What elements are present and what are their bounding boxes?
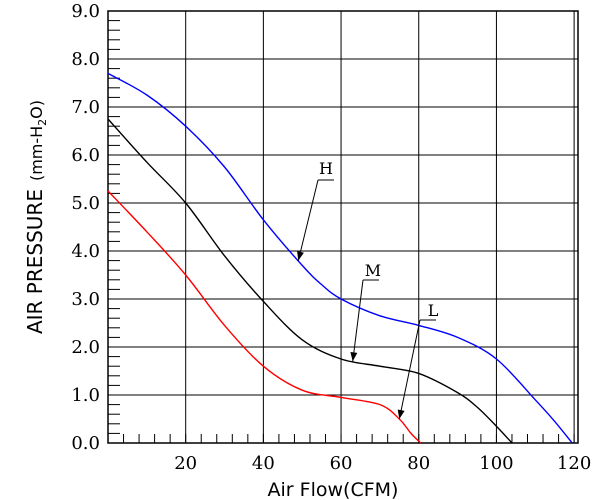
- x-tick-label: 80: [407, 453, 430, 474]
- annotation-label-h: H: [319, 159, 333, 178]
- plot-frame: [107, 10, 579, 444]
- annotation-label-l: L: [428, 301, 439, 320]
- annotation-arrowhead-m: [350, 352, 358, 362]
- grid: [107, 10, 579, 444]
- annotation-arrowhead-h: [297, 251, 304, 261]
- annotation-label-m: M: [365, 261, 381, 280]
- series-line-h: [107, 72, 573, 444]
- y-tick-label: 6.0: [71, 145, 100, 166]
- y-tick-label: 7.0: [71, 97, 100, 118]
- x-tick-label: 120: [557, 453, 591, 474]
- annotation-leader-m: [352, 279, 364, 362]
- y-tick-label: 4.0: [71, 241, 100, 262]
- x-tick-label: 100: [479, 453, 513, 474]
- x-tick-label: 60: [330, 453, 353, 474]
- x-axis-title: Air Flow(CFM): [268, 479, 399, 500]
- y-tick-label: 1.0: [71, 385, 100, 406]
- series-line-m: [107, 118, 513, 444]
- curves: [107, 72, 573, 444]
- x-tick-label: 40: [252, 453, 275, 474]
- x-tick-label: 20: [174, 453, 197, 474]
- annotation-leader-l: [398, 319, 421, 420]
- tick-labels: 0.0 1.0 2.0 3.0 4.0 5.0 6.0 7.0 8.0 9.0 20 40 60 80 10…: [71, 1, 591, 474]
- y-tick-label: 0.0: [71, 433, 100, 454]
- y-tick-label: 8.0: [71, 49, 100, 70]
- annotation-leader-h: [297, 179, 319, 261]
- y-tick-label: 9.0: [71, 1, 100, 22]
- annotation-arrowhead-l: [397, 409, 405, 419]
- y-axis-title: AIR PRESSURE(mm-H2O): [23, 100, 49, 334]
- y-tick-label: 5.0: [71, 193, 100, 214]
- y-tick-label: 3.0: [71, 289, 100, 310]
- y-tick-label: 2.0: [71, 337, 100, 358]
- curve-annotations: H M L: [297, 159, 439, 420]
- series-line-l: [107, 190, 422, 444]
